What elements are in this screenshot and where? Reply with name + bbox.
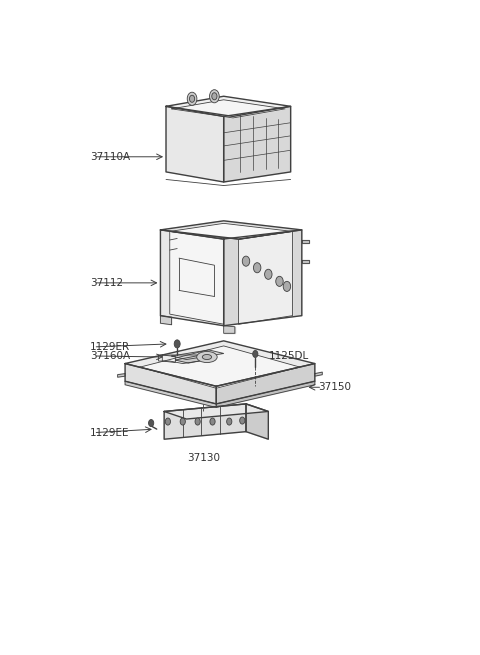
Circle shape <box>227 418 232 425</box>
Polygon shape <box>216 381 315 407</box>
Circle shape <box>165 418 170 425</box>
Circle shape <box>253 263 261 272</box>
Polygon shape <box>160 316 172 325</box>
Polygon shape <box>164 404 246 440</box>
Circle shape <box>242 256 250 266</box>
Circle shape <box>264 269 272 279</box>
Text: 37112: 37112 <box>90 278 123 288</box>
Circle shape <box>212 93 217 100</box>
Polygon shape <box>175 355 215 363</box>
Polygon shape <box>239 231 292 324</box>
Circle shape <box>180 418 185 425</box>
Text: 37130: 37130 <box>187 453 220 463</box>
Text: 37150: 37150 <box>319 383 351 392</box>
Polygon shape <box>172 350 224 360</box>
Polygon shape <box>166 106 224 182</box>
Circle shape <box>210 90 219 103</box>
Circle shape <box>210 418 215 425</box>
Circle shape <box>252 350 258 358</box>
Polygon shape <box>216 364 315 404</box>
Polygon shape <box>172 100 285 118</box>
Polygon shape <box>118 373 125 377</box>
Polygon shape <box>160 230 224 326</box>
Polygon shape <box>315 372 322 376</box>
Polygon shape <box>125 364 216 404</box>
Circle shape <box>174 340 180 348</box>
Circle shape <box>148 420 154 426</box>
Circle shape <box>276 276 283 286</box>
Polygon shape <box>125 381 216 407</box>
Polygon shape <box>302 260 309 263</box>
Circle shape <box>283 282 290 291</box>
Polygon shape <box>224 106 290 182</box>
Polygon shape <box>224 326 235 333</box>
Polygon shape <box>164 404 268 419</box>
Text: 1129EE: 1129EE <box>90 428 129 438</box>
Circle shape <box>195 418 200 425</box>
Ellipse shape <box>202 354 212 360</box>
Polygon shape <box>162 355 175 363</box>
Polygon shape <box>170 231 224 324</box>
Polygon shape <box>140 346 300 388</box>
Text: 1129ER: 1129ER <box>90 342 130 352</box>
Polygon shape <box>246 404 268 440</box>
Circle shape <box>187 92 197 105</box>
Polygon shape <box>170 223 292 240</box>
Circle shape <box>190 95 195 102</box>
Polygon shape <box>224 230 302 326</box>
Polygon shape <box>160 221 302 239</box>
Polygon shape <box>125 341 315 386</box>
Circle shape <box>240 417 245 424</box>
Text: 37110A: 37110A <box>90 152 130 162</box>
Text: 37160A: 37160A <box>90 351 130 361</box>
Polygon shape <box>158 354 203 364</box>
Ellipse shape <box>197 352 217 363</box>
Text: 1125DL: 1125DL <box>268 351 309 361</box>
Polygon shape <box>302 240 309 242</box>
Polygon shape <box>166 96 290 117</box>
